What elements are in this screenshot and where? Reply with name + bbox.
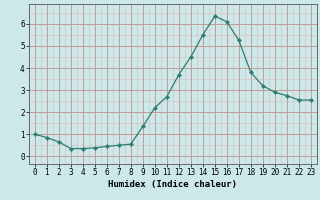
X-axis label: Humidex (Indice chaleur): Humidex (Indice chaleur) (108, 180, 237, 189)
